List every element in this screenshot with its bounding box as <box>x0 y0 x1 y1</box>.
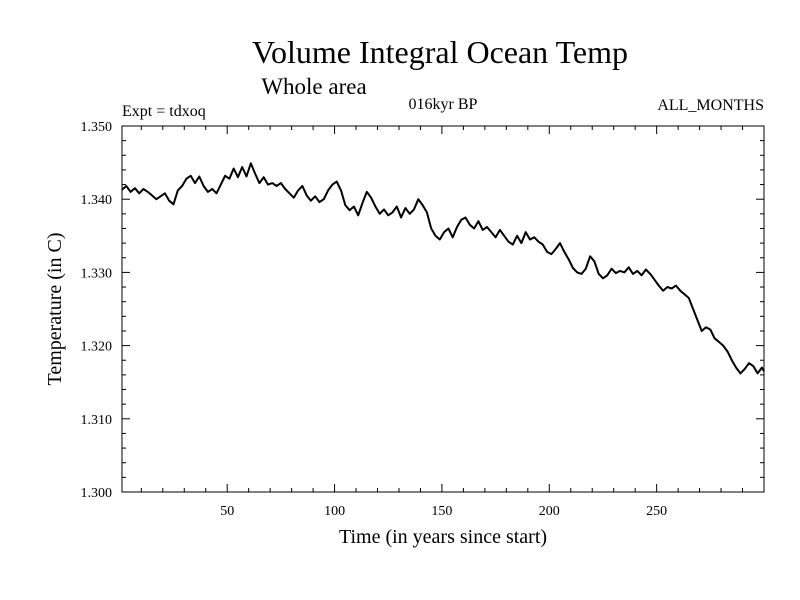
plot-frame <box>121 125 765 493</box>
series-line <box>121 162 765 375</box>
y-tick-label: 1.300 <box>81 486 113 501</box>
series-layer <box>121 162 765 375</box>
y-axis: 1.300 1.310 1.320 1.330 1.340 1.350 <box>81 120 764 501</box>
x-tick-label: 50 <box>220 504 234 519</box>
y-tick-label: 1.320 <box>81 340 113 355</box>
x-tick-label: 200 <box>539 504 560 519</box>
y-tick-label: 1.330 <box>81 266 113 281</box>
y-tick-label: 1.350 <box>81 120 113 135</box>
x-tick-label: 250 <box>646 504 667 519</box>
y-tick-label: 1.340 <box>81 193 113 208</box>
chart-subtitle: Whole area <box>261 74 366 99</box>
annotation-left: Expt = tdxoq <box>122 103 206 120</box>
x-tick-label: 100 <box>324 504 345 519</box>
x-axis: 50 100 150 200 250 <box>140 126 744 519</box>
annotation-right: ALL_MONTHS <box>657 97 764 114</box>
x-tick-label: 150 <box>431 504 452 519</box>
y-tick-label: 1.310 <box>81 413 113 428</box>
x-axis-label: Time (in years since start) <box>339 526 547 548</box>
annotation-center: 016kyr BP <box>409 96 478 113</box>
y-axis-label: Temperature (in C) <box>44 233 66 386</box>
chart-title: Volume Integral Ocean Temp <box>252 34 628 70</box>
